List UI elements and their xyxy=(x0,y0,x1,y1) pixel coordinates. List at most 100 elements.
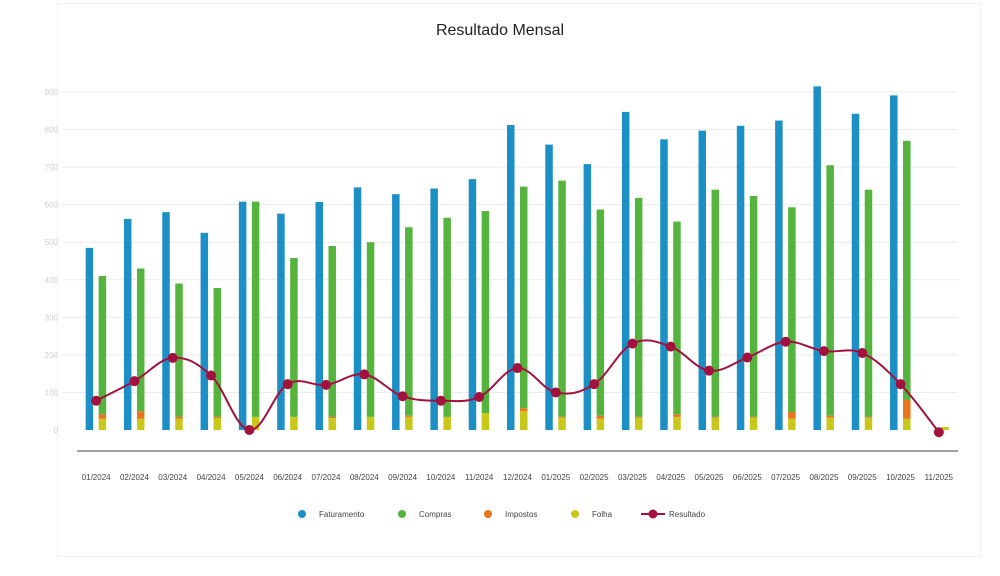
x-tick-label: 03/2025 xyxy=(618,473,647,482)
bar-compras xyxy=(558,180,566,417)
y-tick-label: 900 xyxy=(45,88,59,97)
resultado-point xyxy=(206,370,217,381)
bar-impostos xyxy=(405,415,413,417)
y-tick-label: 500 xyxy=(45,238,59,247)
bar-folha xyxy=(213,417,222,430)
bar-faturamento xyxy=(851,113,860,430)
bar-faturamento xyxy=(85,247,94,430)
bar-faturamento xyxy=(468,179,477,430)
bar-faturamento xyxy=(621,111,630,430)
resultado-point xyxy=(857,348,868,359)
x-tick-label: 10/2025 xyxy=(886,473,915,482)
bar-compras xyxy=(634,197,643,417)
legend-marker xyxy=(298,510,306,518)
legend-label: Resultado xyxy=(669,510,706,519)
bar-faturamento xyxy=(507,125,515,430)
resultado-point xyxy=(282,379,293,390)
bar-impostos xyxy=(903,399,911,419)
resultado-point xyxy=(742,352,753,363)
bar-faturamento xyxy=(392,194,400,430)
x-tick-label: 09/2024 xyxy=(388,473,417,482)
bar-compras xyxy=(673,221,681,415)
x-tick-label: 12/2024 xyxy=(503,473,532,482)
x-tick-label: 11/2025 xyxy=(925,473,954,482)
resultado-point xyxy=(397,391,408,402)
legend-marker xyxy=(398,510,406,518)
bar-compras xyxy=(98,276,107,415)
chart-title: Resultado Mensal xyxy=(435,22,565,39)
bar-folha xyxy=(405,416,413,430)
x-tick-label: 09/2025 xyxy=(848,473,877,482)
bar-compras xyxy=(213,288,222,417)
legend-item: Faturamento xyxy=(298,510,365,519)
x-tick-label: 11/2024 xyxy=(465,473,494,482)
bar-compras xyxy=(826,165,834,416)
bar-impostos xyxy=(864,416,873,418)
bar-folha xyxy=(136,418,145,430)
bar-folha xyxy=(98,418,107,430)
bar-folha xyxy=(941,426,949,430)
bar-folha xyxy=(520,411,528,430)
bar-folha xyxy=(673,416,681,430)
bar-impostos xyxy=(558,416,566,418)
y-tick-label: 800 xyxy=(45,126,59,135)
bar-impostos xyxy=(788,411,796,419)
bar-faturamento xyxy=(200,232,209,430)
x-tick-label: 01/2024 xyxy=(82,473,111,482)
bar-folha xyxy=(366,416,375,430)
bar-folha xyxy=(481,413,490,430)
resultado-point xyxy=(818,346,829,357)
x-tick-label: 08/2024 xyxy=(350,473,379,482)
bar-impostos xyxy=(634,416,643,418)
bar-folha xyxy=(290,416,298,430)
bar-impostos xyxy=(520,408,528,412)
resultado-point xyxy=(359,369,370,380)
legend-label: Faturamento xyxy=(319,510,365,519)
resultado-point xyxy=(474,391,485,402)
legend-item: Impostos xyxy=(484,510,537,519)
y-tick-label: 700 xyxy=(45,163,59,172)
bar-faturamento xyxy=(162,212,170,430)
bar-folha xyxy=(443,416,451,430)
bar-folha xyxy=(903,418,911,430)
bar-compras xyxy=(903,140,911,400)
bar-compras xyxy=(328,245,336,417)
x-tick-label: 01/2025 xyxy=(541,473,570,482)
bar-compras xyxy=(136,268,145,412)
bar-folha xyxy=(328,417,336,430)
bar-impostos xyxy=(749,416,758,418)
bar-faturamento xyxy=(123,218,132,430)
resultado-point xyxy=(933,427,944,438)
bar-impostos xyxy=(136,411,145,419)
legend: Faturamento Compras Impostos Folha Resultado xyxy=(298,509,706,519)
x-tick-label: 07/2025 xyxy=(771,473,800,482)
resultado-line-layer xyxy=(91,336,944,438)
bar-faturamento xyxy=(353,187,362,430)
x-tick-label: 06/2025 xyxy=(733,473,762,482)
resultado-point xyxy=(244,425,255,435)
bar-compras xyxy=(864,189,873,417)
legend-label: Impostos xyxy=(505,510,537,519)
bar-faturamento xyxy=(813,86,821,430)
bar-compras xyxy=(481,211,490,414)
bar-compras xyxy=(749,196,758,417)
legend-item: Resultado xyxy=(641,509,706,519)
y-tick-label: 300 xyxy=(45,313,59,322)
resultado-point xyxy=(704,365,715,376)
y-tick-label: 0 xyxy=(54,426,59,435)
bar-folha xyxy=(826,417,834,430)
legend-marker xyxy=(571,510,579,518)
x-tick-label: 08/2025 xyxy=(809,473,838,482)
bar-compras xyxy=(596,209,605,416)
bar-faturamento xyxy=(583,164,592,430)
x-tick-label: 07/2024 xyxy=(312,473,341,482)
bar-faturamento xyxy=(736,125,745,431)
resultado-point xyxy=(895,379,906,390)
y-tick-label: 200 xyxy=(45,351,59,360)
resultado-point xyxy=(320,379,331,390)
bar-impostos xyxy=(175,416,183,419)
x-tick-label: 02/2025 xyxy=(580,473,609,482)
bar-folha xyxy=(788,418,796,430)
bar-compras xyxy=(520,186,528,409)
